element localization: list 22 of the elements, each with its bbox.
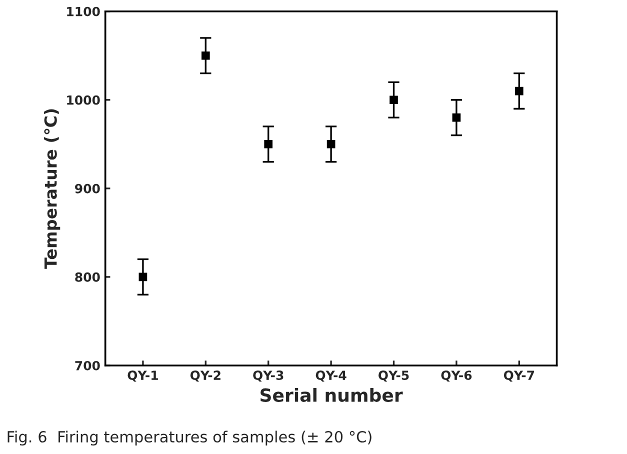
point <box>326 140 336 148</box>
x-axis-title: Serial number <box>260 388 403 402</box>
point <box>201 51 210 60</box>
y-tick-label: 800 <box>75 272 100 282</box>
y-tick-label: 1000 <box>67 95 100 105</box>
point <box>138 272 148 282</box>
point <box>514 86 524 96</box>
y-tick-label: 900 <box>75 184 100 194</box>
x-tick-label: QY-5 <box>378 370 409 382</box>
point <box>452 113 461 122</box>
x-tick-label: QY-2 <box>190 370 220 382</box>
x-tick-label: QY-4 <box>316 370 346 382</box>
x-tick-label: QY-3 <box>253 370 284 382</box>
y-tick-label: 1100 <box>67 6 100 16</box>
point <box>264 140 273 148</box>
caption: Fig. 6 Firing temperatures of samples (± 20 °C) <box>8 430 372 446</box>
x-tick-label: QY-1 <box>128 370 158 382</box>
y-tick-label: 700 <box>75 360 100 370</box>
y-axis-title: Temperature (℃) <box>44 109 60 269</box>
point <box>390 96 398 104</box>
x-tick-label: QY-6 <box>441 370 472 382</box>
x-tick-label: QY-7 <box>504 370 534 382</box>
